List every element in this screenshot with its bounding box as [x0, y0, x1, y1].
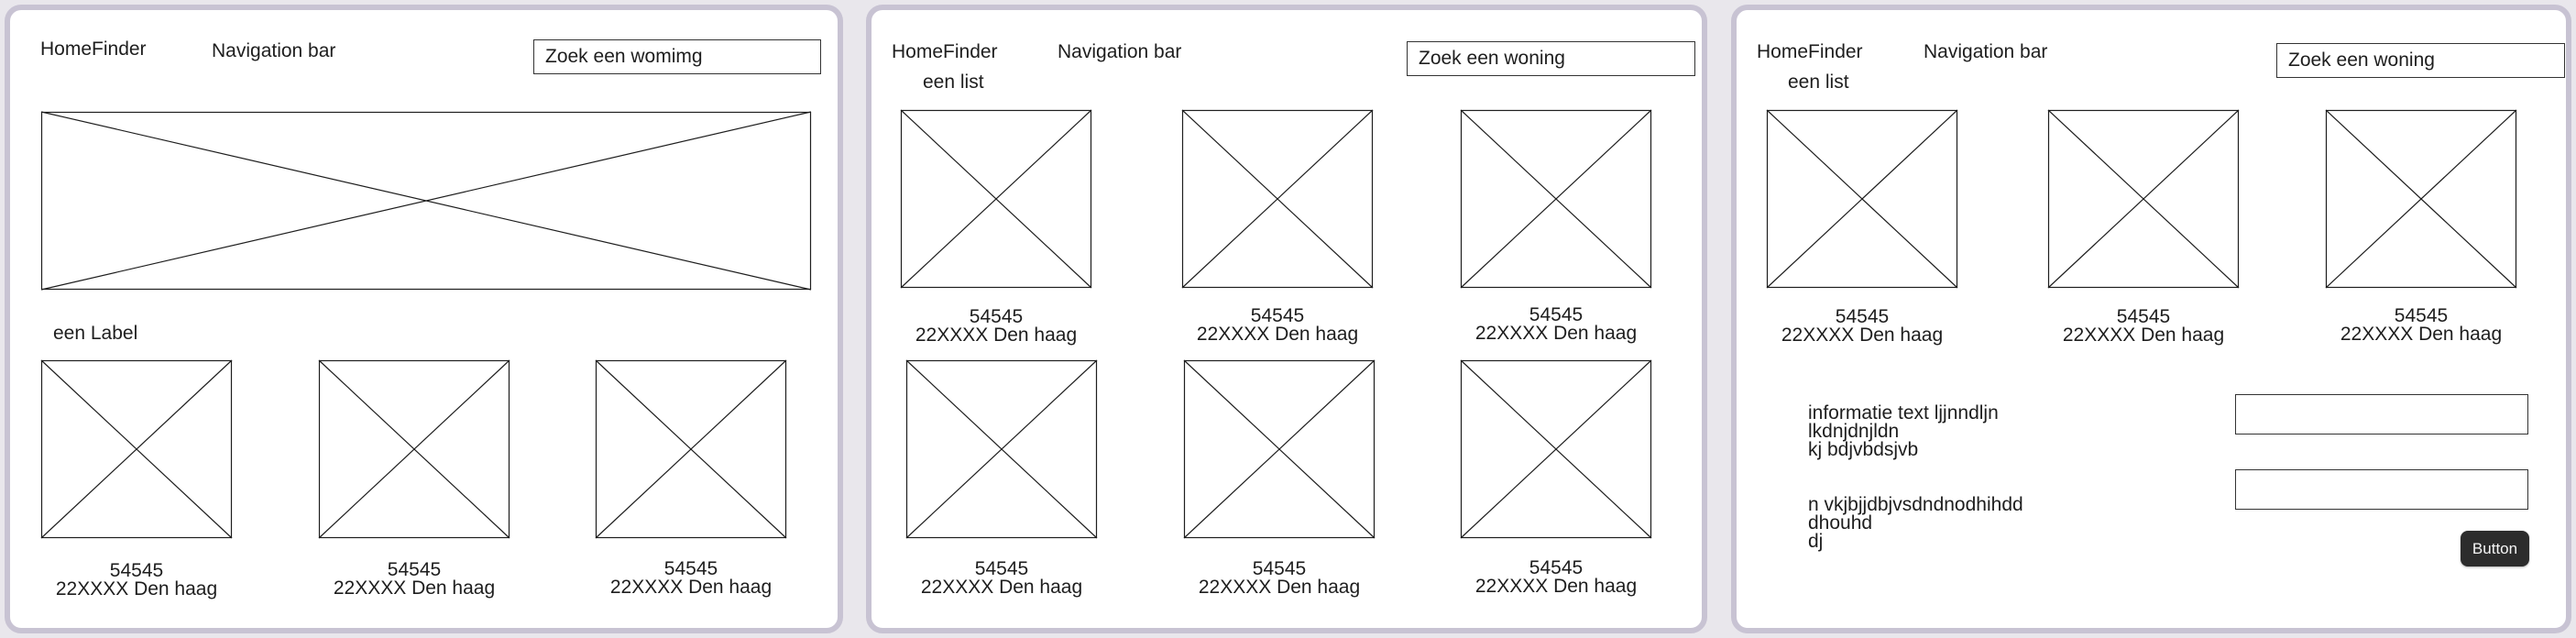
- card-image-placeholder[interactable]: [1183, 359, 1376, 539]
- card-address: 22XXXX Den haag: [1474, 576, 1638, 597]
- card-address: 22XXXX Den haag: [2062, 324, 2225, 346]
- image-placeholder-icon: [40, 111, 812, 291]
- card-code: 54545: [2394, 305, 2449, 326]
- card-address: 22XXXX Den haag: [609, 577, 773, 598]
- search-input[interactable]: [2276, 43, 2565, 78]
- search-input[interactable]: [533, 39, 821, 74]
- card-code: 54545: [974, 558, 1029, 579]
- screen-detail: HomeFinder Navigation bar een list 54545…: [1731, 5, 2571, 633]
- card-caption: 54545 22XXXX Den haag: [1461, 304, 1651, 344]
- card-code: 54545: [387, 559, 442, 580]
- card-address: 22XXXX Den haag: [1196, 324, 1359, 345]
- navigation-bar[interactable]: Navigation bar: [212, 40, 336, 61]
- card-image-placeholder[interactable]: [40, 359, 233, 539]
- card-code: 54545: [1835, 306, 1890, 327]
- info-text-line: lkdnjdnjldn: [1808, 421, 1900, 442]
- logo[interactable]: HomeFinder: [892, 41, 998, 62]
- card-caption: 54545 22XXXX Den haag: [596, 558, 786, 598]
- card-address: 22XXXX Den haag: [55, 578, 218, 600]
- card-caption: 54545 22XXXX Den haag: [2048, 306, 2239, 346]
- card-caption: 54545 22XXXX Den haag: [901, 306, 1091, 346]
- card-image-placeholder[interactable]: [1460, 359, 1652, 539]
- image-placeholder-icon: [595, 359, 787, 539]
- card-code: 54545: [969, 306, 1024, 327]
- info-text-block-2: n vkjbjjdbjvsdndnodhihdd dhouhd dj: [1808, 494, 2023, 552]
- card-code: 54545: [2116, 306, 2171, 327]
- image-placeholder-icon: [1181, 109, 1374, 289]
- card-code: 54545: [1529, 304, 1584, 325]
- image-placeholder-icon: [1460, 109, 1652, 289]
- card-caption: 54545 22XXXX Den haag: [41, 560, 232, 600]
- card-image-placeholder[interactable]: [905, 359, 1098, 539]
- card-code: 54545: [109, 560, 164, 581]
- image-placeholder-icon: [1183, 359, 1376, 539]
- image-placeholder-icon: [900, 109, 1092, 289]
- card-code: 54545: [1252, 558, 1307, 579]
- card-address: 22XXXX Den haag: [2340, 324, 2503, 345]
- image-placeholder-icon: [2325, 109, 2517, 289]
- card-address: 22XXXX Den haag: [333, 578, 496, 599]
- navigation-bar[interactable]: Navigation bar: [1058, 41, 1182, 62]
- card-image-placeholder[interactable]: [1460, 109, 1652, 289]
- card-caption: 54545 22XXXX Den haag: [2326, 305, 2516, 345]
- card-address: 22XXXX Den haag: [1474, 323, 1638, 344]
- info-text-line: kj bdjvbdsjvb: [1808, 439, 1919, 460]
- search-input[interactable]: [1407, 41, 1695, 76]
- card-address: 22XXXX Den haag: [1781, 324, 1944, 346]
- section-label: een Label: [53, 323, 138, 344]
- info-text-line: informatie text ljjnndljn: [1808, 402, 1999, 424]
- logo[interactable]: HomeFinder: [40, 38, 147, 60]
- screen-list: HomeFinder Navigation bar een list 54545…: [866, 5, 1707, 633]
- card-code: 54545: [1529, 557, 1584, 578]
- card-address: 22XXXX Den haag: [1198, 577, 1361, 598]
- list-label: een list: [923, 72, 984, 93]
- info-text-line: n vkjbjjdbjvsdndnodhihdd: [1808, 494, 2023, 515]
- card-address: 22XXXX Den haag: [915, 324, 1078, 346]
- image-placeholder-icon: [40, 359, 233, 539]
- card-caption: 54545 22XXXX Den haag: [1461, 557, 1651, 597]
- card-image-placeholder[interactable]: [595, 359, 787, 539]
- logo[interactable]: HomeFinder: [1757, 41, 1863, 62]
- card-code: 54545: [1250, 305, 1305, 326]
- card-image-placeholder[interactable]: [2325, 109, 2517, 289]
- list-label: een list: [1788, 72, 1849, 93]
- image-placeholder-icon: [2047, 109, 2240, 289]
- info-text-line: dj: [1808, 531, 1824, 552]
- info-text-block-1: informatie text ljjnndljn lkdnjdnjldn kj…: [1808, 402, 1999, 460]
- card-caption: 54545 22XXXX Den haag: [319, 559, 510, 599]
- image-placeholder-icon: [1460, 359, 1652, 539]
- card-caption: 54545 22XXXX Den haag: [1184, 558, 1375, 598]
- image-placeholder-icon: [1766, 109, 1958, 289]
- card-image-placeholder[interactable]: [2047, 109, 2240, 289]
- card-caption: 54545 22XXXX Den haag: [1767, 306, 1957, 346]
- card-image-placeholder[interactable]: [318, 359, 510, 539]
- navigation-bar[interactable]: Navigation bar: [1924, 41, 2048, 62]
- image-placeholder-icon: [905, 359, 1098, 539]
- card-address: 22XXXX Den haag: [920, 577, 1083, 598]
- card-image-placeholder[interactable]: [1766, 109, 1958, 289]
- card-code: 54545: [663, 558, 718, 579]
- card-caption: 54545 22XXXX Den haag: [1182, 305, 1373, 345]
- card-image-placeholder[interactable]: [900, 109, 1092, 289]
- hero-image-placeholder: [40, 111, 812, 291]
- info-text-line: dhouhd: [1808, 512, 1873, 534]
- image-placeholder-icon: [318, 359, 510, 539]
- screen-home: HomeFinder Navigation bar een Label 5454…: [5, 5, 843, 633]
- text-input-2[interactable]: [2235, 469, 2528, 510]
- text-input-1[interactable]: [2235, 394, 2528, 434]
- card-caption: 54545 22XXXX Den haag: [906, 558, 1097, 598]
- card-image-placeholder[interactable]: [1181, 109, 1374, 289]
- submit-button[interactable]: Button: [2461, 531, 2529, 566]
